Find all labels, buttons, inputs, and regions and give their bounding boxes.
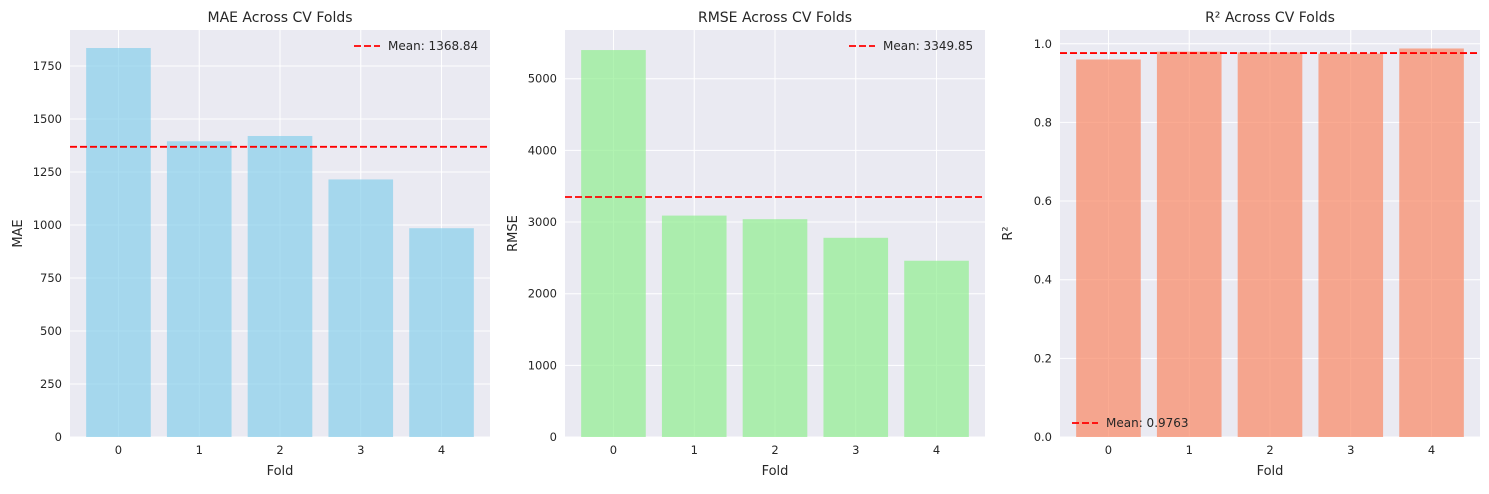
y-tick-label: 0.4 <box>1034 273 1052 287</box>
bar-fold-3 <box>823 237 889 437</box>
y-tick-label: 1.0 <box>1034 37 1052 51</box>
x-tick-label: 0 <box>115 443 122 457</box>
x-tick-label: 2 <box>276 443 283 457</box>
x-axis-label: Fold <box>762 464 789 479</box>
y-tick-label: 1250 <box>33 165 62 179</box>
y-axis-label: RMSE <box>506 215 521 252</box>
bar-fold-2 <box>247 135 313 438</box>
chart-panel-2: 0 1000 2000 3000 4000 5000 0 1 2 3 4 Mean: 3349.85 R… <box>506 10 985 479</box>
chart-title: RMSE Across CV Folds <box>698 10 852 26</box>
chart-panel-1: 0 250 500 750 1000 1250 1500 1750 0 1 2 3 4 Mean: 136… <box>11 10 490 479</box>
bar-fold-0 <box>86 48 151 438</box>
bar-fold-0 <box>1076 59 1141 438</box>
legend-label: Mean: 0.9763 <box>1106 416 1189 430</box>
x-tick-label: 2 <box>1266 443 1273 457</box>
bar-fold-1 <box>661 215 727 437</box>
y-tick-label: 0.8 <box>1034 115 1052 129</box>
chart-panel-3: 0.0 0.2 0.4 0.6 0.8 1.0 0 1 2 3 4 Mean: 0.9763 R² Ac… <box>1001 10 1480 479</box>
bar-fold-3 <box>328 179 394 437</box>
y-tick-label: 3000 <box>528 215 557 229</box>
y-tick-label: 2000 <box>528 287 557 301</box>
y-tick-label: 1000 <box>33 218 62 232</box>
legend: Mean: 1368.84 <box>354 39 478 53</box>
x-tick-label: 3 <box>1347 443 1354 457</box>
y-tick-label: 0.0 <box>1034 430 1052 444</box>
x-tick-label: 1 <box>196 443 203 457</box>
bar-fold-4 <box>409 228 474 437</box>
y-axis-label: R² <box>1001 226 1016 240</box>
x-axis-label: Fold <box>267 464 294 479</box>
x-tick-label: 0 <box>610 443 617 457</box>
y-tick-label: 4000 <box>528 143 557 157</box>
bar-fold-3 <box>1318 53 1384 437</box>
y-tick-label: 0 <box>550 430 557 444</box>
bar-fold-0 <box>581 50 646 437</box>
y-tick-label: 1750 <box>33 59 62 73</box>
x-tick-label: 0 <box>1105 443 1112 457</box>
x-tick-label: 4 <box>1428 443 1435 457</box>
legend-label: Mean: 3349.85 <box>883 39 973 53</box>
x-tick-label: 1 <box>1186 443 1193 457</box>
bar-fold-4 <box>1399 48 1464 438</box>
y-tick-label: 0 <box>55 430 62 444</box>
bar-fold-2 <box>1237 52 1303 438</box>
x-tick-label: 3 <box>357 443 364 457</box>
y-axis-label: MAE <box>11 219 26 247</box>
bar-fold-1 <box>1156 51 1222 437</box>
y-tick-label: 750 <box>40 271 62 285</box>
y-tick-label: 5000 <box>528 72 557 86</box>
bar-fold-2 <box>742 219 808 437</box>
bar-fold-4 <box>904 260 969 437</box>
y-tick-label: 1000 <box>528 358 557 372</box>
chart-title: R² Across CV Folds <box>1205 10 1335 26</box>
x-tick-label: 4 <box>933 443 940 457</box>
y-tick-label: 0.6 <box>1034 194 1052 208</box>
x-axis-label: Fold <box>1257 464 1284 479</box>
y-tick-label: 500 <box>40 324 62 338</box>
legend: Mean: 0.9763 <box>1072 416 1189 430</box>
x-tick-label: 1 <box>691 443 698 457</box>
x-tick-label: 3 <box>852 443 859 457</box>
y-tick-label: 250 <box>40 377 62 391</box>
legend-label: Mean: 1368.84 <box>388 39 478 53</box>
chart-title: MAE Across CV Folds <box>207 10 352 26</box>
y-tick-label: 0.2 <box>1034 351 1052 365</box>
x-tick-label: 2 <box>771 443 778 457</box>
bar-fold-1 <box>166 141 232 437</box>
legend: Mean: 3349.85 <box>849 39 973 53</box>
y-tick-label: 1500 <box>33 112 62 126</box>
x-tick-label: 4 <box>438 443 445 457</box>
